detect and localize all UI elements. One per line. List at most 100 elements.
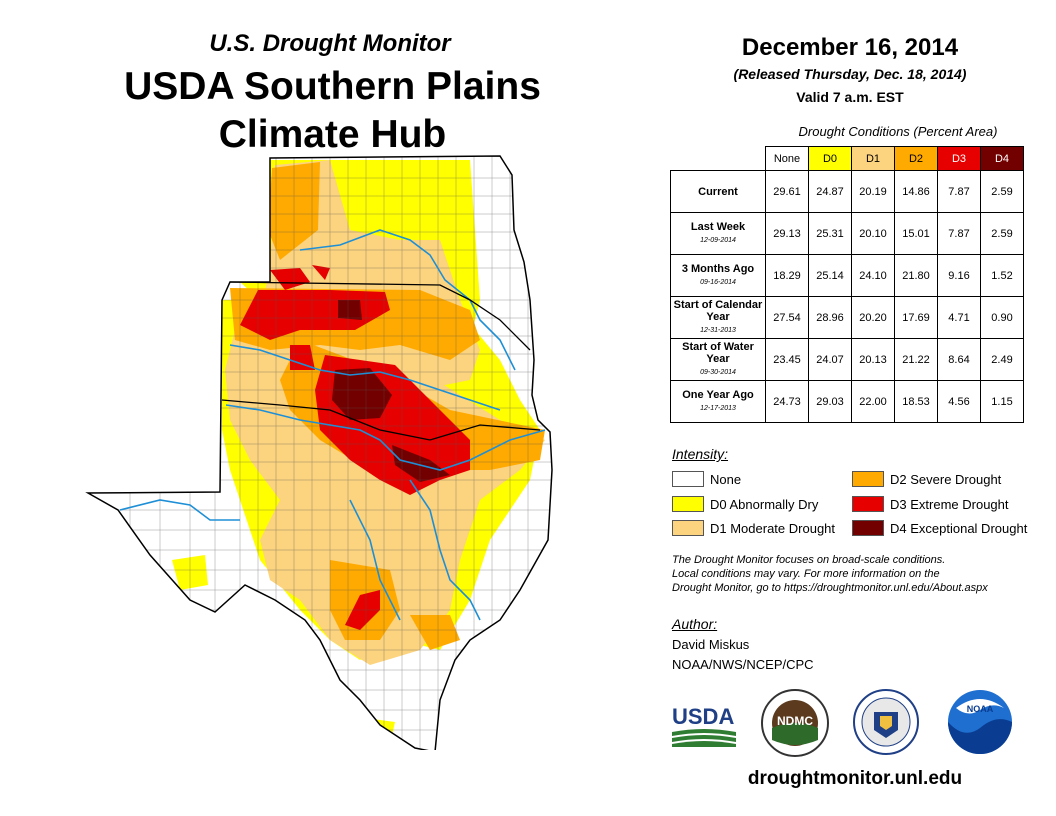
cell-none: 23.45 [765, 338, 809, 381]
legend-swatch-none [672, 471, 704, 487]
cell-d2: 18.53 [894, 380, 938, 423]
usda-logo: USDA [672, 704, 736, 747]
legend-swatch-d1 [672, 520, 704, 536]
legend-label: None [710, 471, 742, 487]
legend-swatch-d3 [852, 496, 884, 512]
legend-item-none: None [672, 471, 741, 487]
legend-label: D0 Abnormally Dry [710, 496, 819, 512]
cell-d4: 2.59 [980, 212, 1024, 255]
cell-d4: 0.90 [980, 296, 1024, 339]
cell-d4: 2.59 [980, 170, 1024, 213]
map-date: December 16, 2014 [741, 34, 959, 61]
svg-text:NOAA: NOAA [967, 704, 994, 714]
svg-text:USDA: USDA [672, 704, 734, 729]
cell-none: 29.61 [765, 170, 809, 213]
cell-d0: 28.96 [808, 296, 852, 339]
column-header-d0: D0 [808, 146, 852, 171]
legend-item-d3: D3 Extreme Drought [852, 496, 1009, 512]
legend-item-d0: D0 Abnormally Dry [672, 496, 818, 512]
column-header-d1: D1 [851, 146, 895, 171]
cell-d1: 22.00 [851, 380, 895, 423]
map-title-line1: USDA Southern Plains [124, 65, 541, 108]
cell-d0: 25.14 [808, 254, 852, 297]
drought-area-d3-north-2 [312, 265, 330, 280]
row-label: Current [670, 170, 766, 213]
legend-label: D4 Exceptional Drought [890, 520, 1028, 536]
cell-d1: 20.13 [851, 338, 895, 381]
row-label: Start of Calendar Year 12-31-2013 [670, 296, 766, 339]
cell-d4: 1.15 [980, 380, 1024, 423]
cell-d2: 14.86 [894, 170, 938, 213]
cell-d3: 4.71 [937, 296, 981, 339]
cell-d0: 25.31 [808, 212, 852, 255]
cell-d3: 4.56 [937, 380, 981, 423]
table-row: Last Week 12-09-2014 29.13 25.31 20.10 15… [670, 212, 1024, 255]
cell-d4: 1.52 [980, 254, 1024, 297]
row-label: Start of Water Year 09-30-2014 [670, 338, 766, 381]
drought-area-d4-ok-1 [338, 300, 362, 320]
row-label: One Year Ago 12-17-2013 [670, 380, 766, 423]
author-org: NOAA/NWS/NCEP/CPC [672, 657, 814, 672]
cell-d3: 9.16 [937, 254, 981, 297]
column-header-d3: D3 [937, 146, 981, 171]
legend-swatch-d4 [852, 520, 884, 536]
droughtmonitor-url[interactable]: droughtmonitor.unl.edu [747, 768, 963, 789]
cell-none: 24.73 [765, 380, 809, 423]
legend-label: D2 Severe Drought [890, 471, 1002, 487]
legend-title: Intensity: [672, 446, 729, 462]
state-border-ks-ok [229, 281, 531, 351]
row-label: Last Week 12-09-2014 [670, 212, 766, 255]
cell-d1: 24.10 [851, 254, 895, 297]
cell-d4: 2.49 [980, 338, 1024, 381]
drought-area-d4-texas [392, 445, 450, 482]
table-row: One Year Ago 12-17-2013 24.73 29.03 22.00… [670, 380, 1024, 423]
legend-swatch-d0 [672, 496, 704, 512]
map-title-line2: Climate Hub [218, 113, 447, 156]
cell-d2: 21.80 [894, 254, 938, 297]
author-name: David Miskus [672, 637, 750, 652]
table-caption: Drought Conditions (Percent Area) [798, 124, 998, 139]
table-header-blank [671, 147, 766, 171]
cell-d1: 20.10 [851, 212, 895, 255]
legend-label: D1 Moderate Drought [710, 520, 836, 536]
cell-d2: 17.69 [894, 296, 938, 339]
drought-area-d3-north-1 [270, 268, 310, 290]
row-label: 3 Months Ago 09-16-2014 [670, 254, 766, 297]
cell-d0: 24.87 [808, 170, 852, 213]
table-row: Start of Calendar Year 12-31-2013 27.54 2… [670, 296, 1024, 339]
drought-area-d2-east-texas [410, 615, 460, 650]
column-header-d2: D2 [894, 146, 938, 171]
svg-text:NDMC: NDMC [777, 714, 813, 728]
cell-d2: 15.01 [894, 212, 938, 255]
table-row: Start of Water Year 09-30-2014 23.45 24.0… [670, 338, 1024, 381]
legend-item-d1: D1 Moderate Drought [672, 520, 835, 536]
state-border-ok-tx [221, 399, 541, 441]
cell-d1: 20.20 [851, 296, 895, 339]
column-header-none: None [765, 146, 809, 171]
rivers [119, 229, 546, 621]
drought-area-d3-southwest-ok [290, 345, 315, 370]
cell-d3: 8.64 [937, 338, 981, 381]
legend-swatch-d2 [852, 471, 884, 487]
cell-d3: 7.87 [937, 170, 981, 213]
drought-monitor-note: The Drought Monitor focuses on broad-sca… [672, 554, 988, 594]
drought-area-d4-ok-2 [332, 368, 392, 420]
cell-d0: 24.07 [808, 338, 852, 381]
table-row: 3 Months Ago 09-16-2014 18.29 25.14 24.10… [670, 254, 1024, 297]
cell-d0: 29.03 [808, 380, 852, 423]
valid-time: Valid 7 a.m. EST [796, 89, 904, 105]
release-date: (Released Thursday, Dec. 18, 2014) [733, 66, 967, 82]
legend-item-d4: D4 Exceptional Drought [852, 520, 1027, 536]
ndmc-logo: NDMC [761, 689, 829, 757]
cell-d2: 21.22 [894, 338, 938, 381]
column-header-d4: D4 [980, 146, 1024, 171]
noaa-logo: NOAA [948, 690, 1012, 754]
cell-none: 18.29 [765, 254, 809, 297]
cell-none: 29.13 [765, 212, 809, 255]
cell-d1: 20.19 [851, 170, 895, 213]
cell-d3: 7.87 [937, 212, 981, 255]
legend-item-d2: D2 Severe Drought [852, 471, 1001, 487]
drought-conditions-table: None D0 D1 D2 D3 D4 Current 29.61 24.87 … [670, 146, 1024, 423]
cell-none: 27.54 [765, 296, 809, 339]
author-label: Author: [672, 616, 718, 632]
